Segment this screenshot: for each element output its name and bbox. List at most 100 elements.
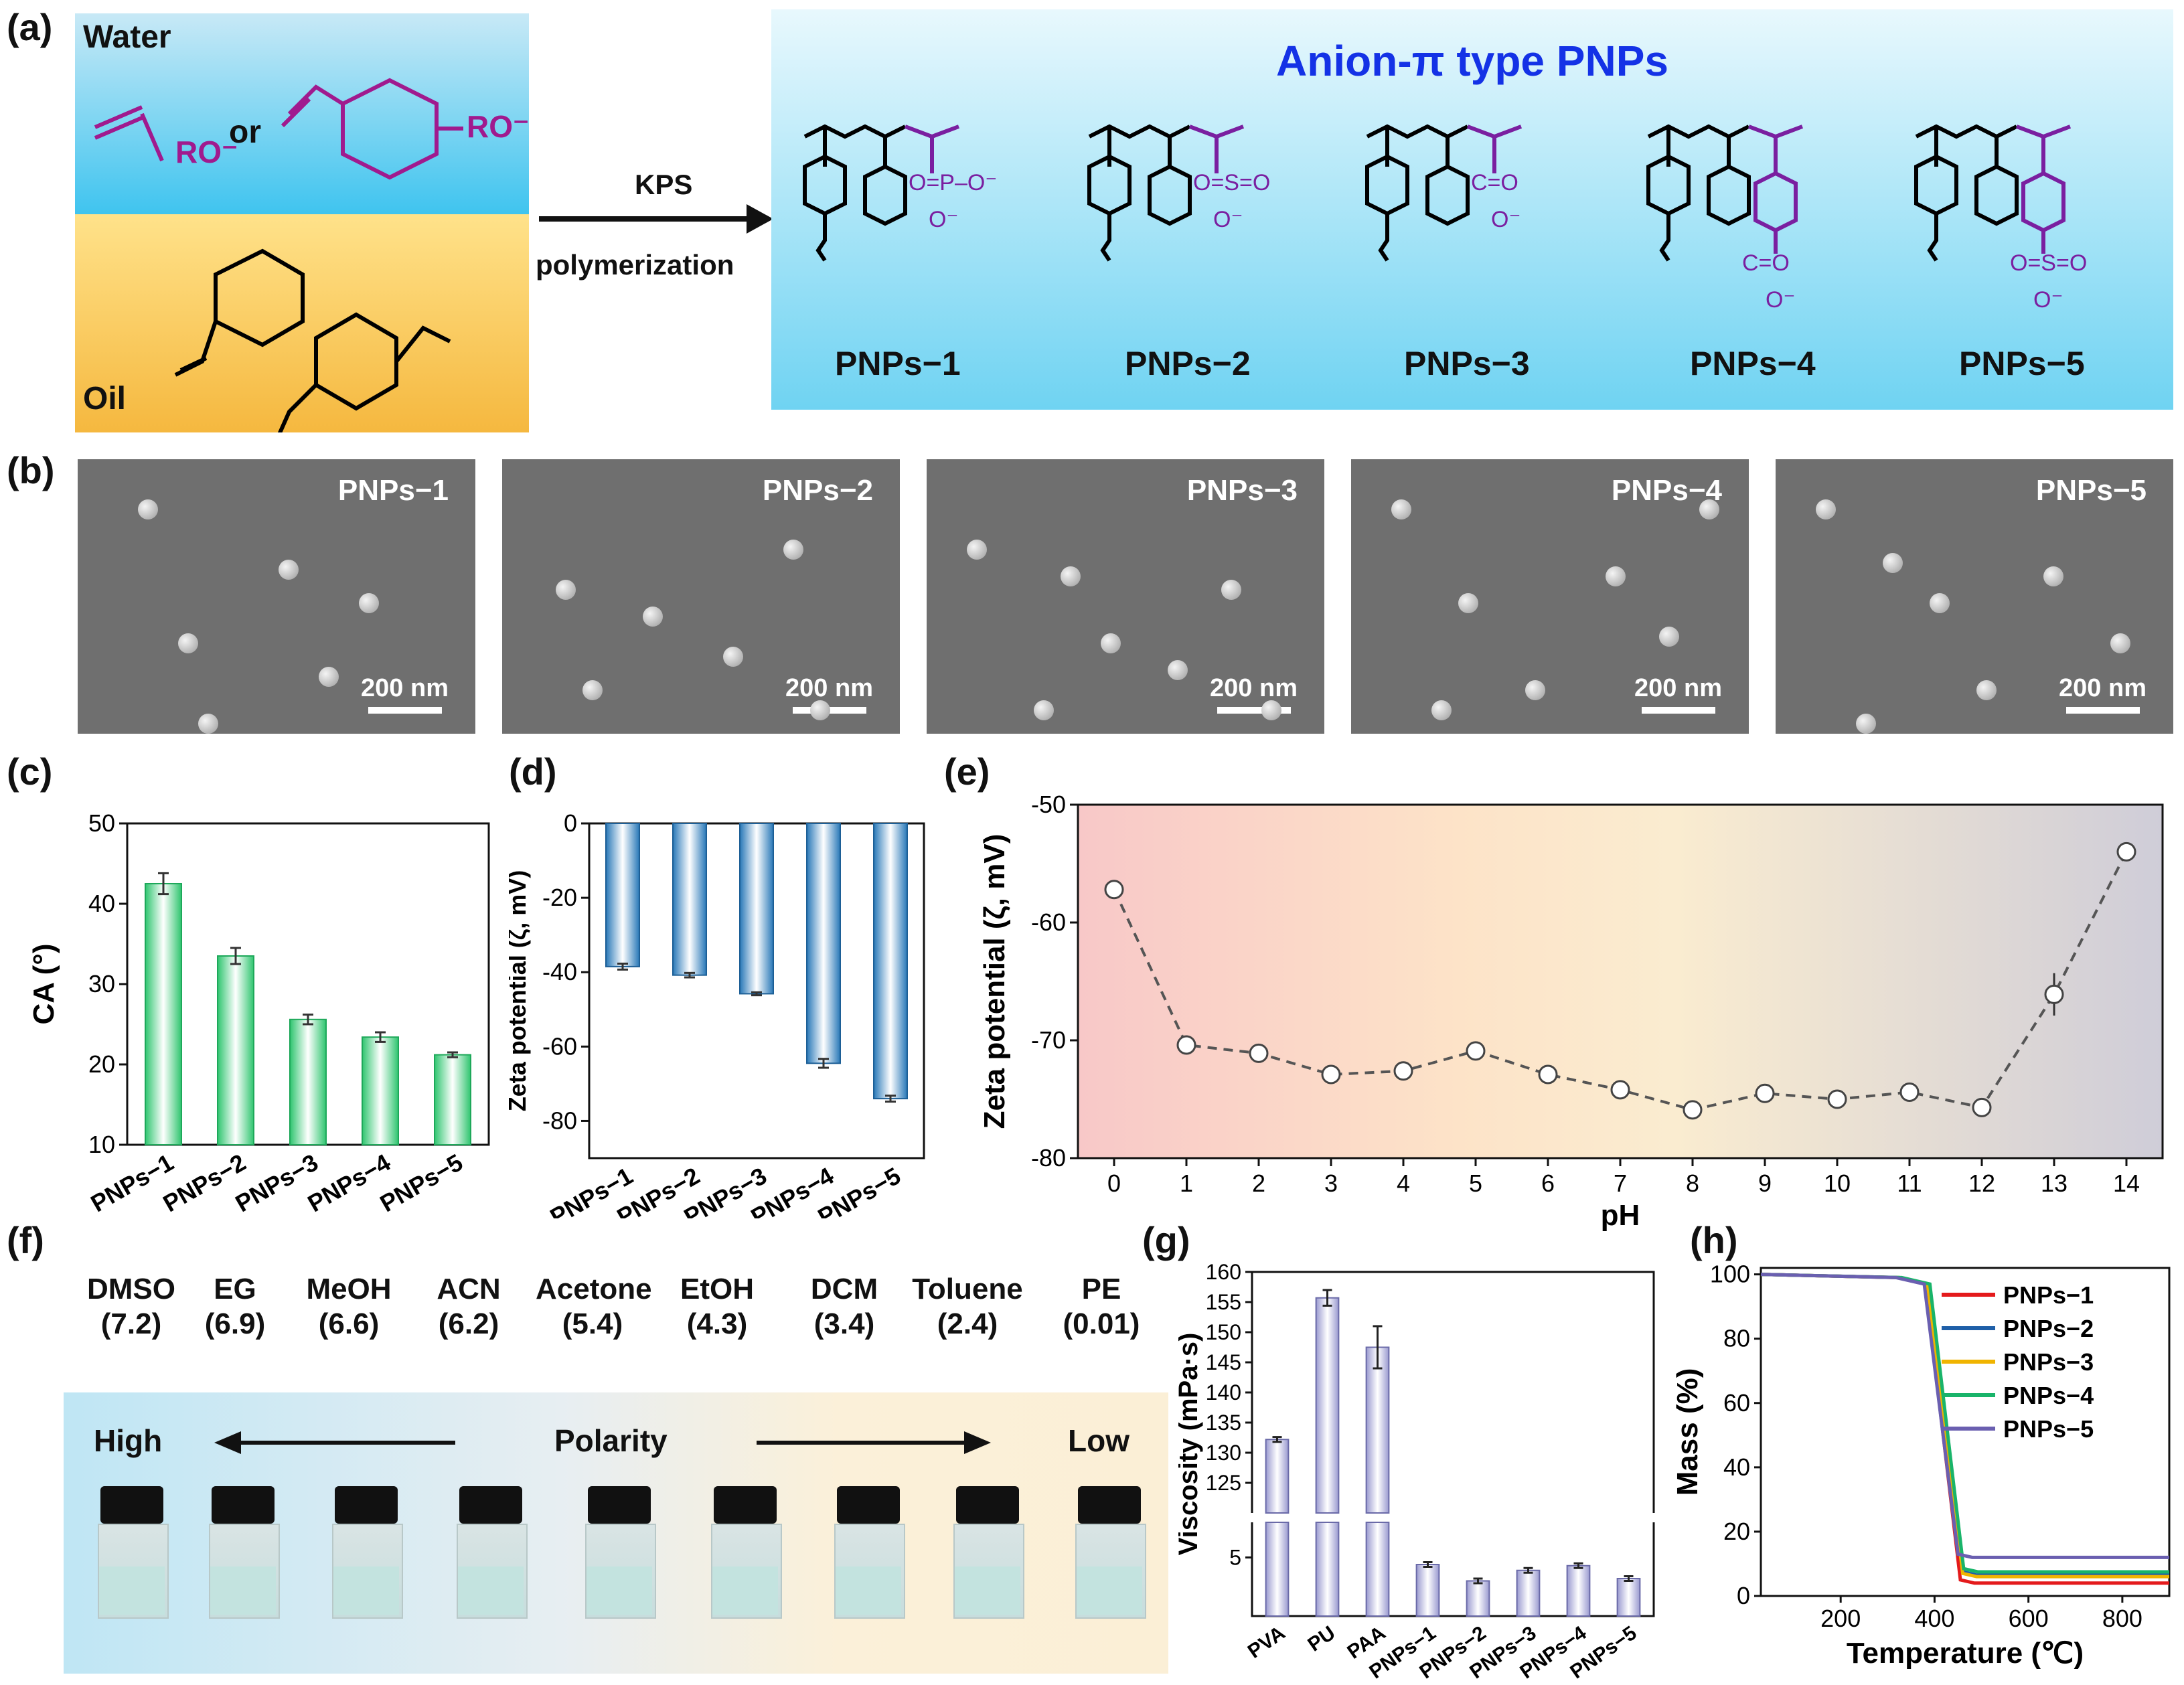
legend-label: PNPs−1: [2003, 1281, 2094, 1309]
solvent-dmso: DMSO (7.2): [87, 1273, 175, 1340]
sem-label: PNPs−2: [762, 474, 873, 507]
nanoparticle: [1930, 593, 1950, 613]
pnps-title: Anion-π type PNPs: [1276, 37, 1668, 85]
svg-text:O=S=O: O=S=O: [2010, 250, 2087, 276]
sem-image-1: PNPs−1 200 nm: [78, 459, 475, 734]
x-tick-label: 5: [1469, 1170, 1482, 1197]
solvent-dcm: DCM (3.4): [810, 1273, 878, 1340]
y-tick-label: 145: [1206, 1350, 1241, 1374]
series-line: [1760, 1273, 2169, 1577]
high-label: High: [94, 1423, 163, 1458]
x-tick-label: 9: [1758, 1170, 1772, 1197]
x-tick-label: 800: [2102, 1605, 2142, 1632]
structure-label-2: PNPs−2: [1125, 345, 1251, 382]
nanoparticle: [1101, 633, 1121, 653]
nanoparticle: [1221, 580, 1241, 600]
x-tick-label: 7: [1614, 1170, 1627, 1197]
svg-text:C=O: C=O: [1742, 250, 1790, 276]
scale-bar: 200 nm: [2059, 674, 2147, 714]
x-tick-label: 10: [1824, 1170, 1851, 1197]
x-tick-label: 11: [1897, 1170, 1922, 1197]
y-axis-label: Zeta potential (ζ, mV): [978, 834, 1011, 1129]
y-tick-label: -80: [542, 1107, 577, 1134]
data-point: [1393, 1061, 1413, 1081]
polymer-structure: C=O O⁻: [1365, 124, 1523, 262]
y-tick-label: -60: [542, 1032, 577, 1060]
y-axis-label: Zeta potential (ζ, mV): [509, 870, 531, 1112]
bar: [605, 823, 640, 967]
nanoparticle: [1976, 680, 1997, 700]
vial-pe: [1066, 1486, 1153, 1620]
x-tick-label: 3: [1324, 1170, 1338, 1197]
nanoparticle: [967, 540, 987, 560]
y-axis-label: Viscosity (mPa·s): [1178, 1333, 1203, 1556]
panel-label-b: (b): [7, 449, 55, 491]
vial-meoh: [323, 1486, 410, 1620]
plot-frame: [1760, 1267, 2171, 1597]
y-tick-label: 30: [88, 970, 115, 997]
vial-dcm: [825, 1486, 912, 1620]
series-line: [1760, 1273, 2169, 1559]
solvent-toluene: Toluene (2.4): [912, 1273, 1023, 1340]
svg-text:C=O: C=O: [1471, 170, 1518, 195]
plot-frame: [1077, 803, 2164, 1159]
nanoparticle: [556, 580, 576, 600]
x-tick-label: 200: [1820, 1605, 1861, 1632]
svg-text:O⁻: O⁻: [1766, 287, 1795, 313]
data-point: [2116, 841, 2136, 862]
x-tick-label: PVA: [1244, 1622, 1290, 1663]
panel-label-e: (e): [944, 750, 990, 793]
y-tick-label: 20: [88, 1050, 115, 1078]
bar: [145, 883, 182, 1145]
x-tick-label: 4: [1397, 1170, 1410, 1197]
y-tick-label: -70: [1031, 1026, 1066, 1054]
arrow-kps-label: KPS: [635, 169, 693, 200]
nanoparticle: [1261, 700, 1281, 720]
pnps-structures-box: Anion-π type PNPs O=P–O⁻ O⁻ O=S=O O⁻ C=O O⁻ C=…: [771, 9, 2173, 410]
solvent-acetone: Acetone (5.4): [536, 1273, 652, 1340]
y-tick-label: 5: [1229, 1546, 1241, 1570]
structure-label-1: PNPs−1: [835, 345, 961, 382]
x-tick-label: 0: [1107, 1170, 1121, 1197]
monomer-structures: [94, 78, 463, 432]
y-tick-label: 0: [1737, 1582, 1750, 1609]
nanoparticle: [1883, 553, 1903, 573]
legend-label: PNPs−5: [2003, 1415, 2094, 1443]
sem-label: PNPs−1: [337, 474, 449, 507]
bar: [1516, 1569, 1541, 1617]
svg-text:O⁻: O⁻: [1491, 207, 1520, 232]
legend-label: PNPs−4: [2003, 1382, 2094, 1409]
ro-label-2: RO⁻: [467, 109, 530, 144]
y-tick-label: 60: [1723, 1389, 1750, 1417]
polarity-label: Polarity: [554, 1423, 668, 1458]
nanoparticle: [1168, 660, 1188, 680]
series-line: [1760, 1273, 2169, 1579]
nanoparticle: [810, 700, 830, 720]
sem-label: PNPs−3: [1186, 474, 1298, 507]
x-axis-label: Temperature (℃): [1847, 1637, 2084, 1670]
y-tick-label: -50: [1031, 791, 1066, 818]
vial-etoh: [702, 1486, 789, 1620]
nanoparticle: [1391, 499, 1411, 519]
x-tick-label: PNPs−5: [376, 1148, 467, 1217]
bar: [1566, 1564, 1591, 1617]
bar: [1466, 1580, 1490, 1617]
vial-dmso: [88, 1486, 175, 1620]
nanoparticle: [1034, 700, 1054, 720]
sem-image-4: PNPs−4 200 nm: [1351, 459, 1749, 734]
chart-d: 0-20-40-60-80PNPs−1PNPs−2PNPs−3PNPs−4PNP…: [509, 809, 925, 1218]
bar: [289, 1018, 327, 1145]
x-tick-label: 6: [1541, 1170, 1555, 1197]
svg-text:O⁻: O⁻: [929, 207, 958, 232]
y-tick-label: 50: [88, 809, 115, 837]
polymer-structure: O=P–O⁻ O⁻: [803, 124, 997, 262]
sem-image-5: PNPs−5 200 nm: [1776, 459, 2173, 734]
plot-frame: [1251, 1271, 1655, 1617]
panel-label-a: (a): [7, 6, 53, 48]
nanoparticle: [279, 560, 299, 580]
chart-c: 10 20 30 40 50 PNPs−1PNPs−2PNPs−3PNPs−4PNPs−5…: [27, 809, 490, 1217]
series-line: [1760, 1273, 2169, 1574]
data-point: [2044, 984, 2064, 1004]
bar: [1415, 1564, 1440, 1617]
